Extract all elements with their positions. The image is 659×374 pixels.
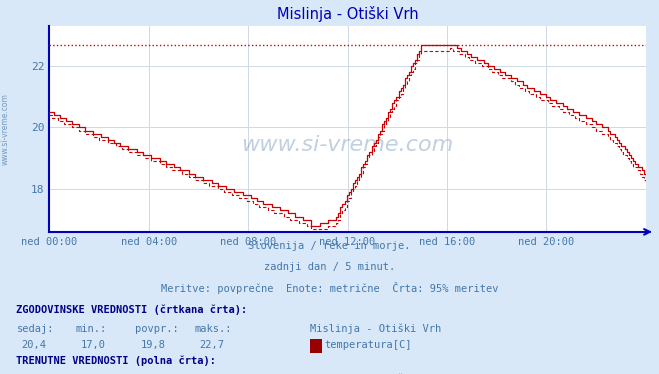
Text: ZGODOVINSKE VREDNOSTI (črtkana črta):: ZGODOVINSKE VREDNOSTI (črtkana črta): bbox=[16, 305, 248, 315]
Text: 17,0: 17,0 bbox=[81, 340, 106, 350]
Text: zadnji dan / 5 minut.: zadnji dan / 5 minut. bbox=[264, 262, 395, 272]
Text: 20,4: 20,4 bbox=[22, 340, 47, 350]
Text: Meritve: povprečne  Enote: metrične  Črta: 95% meritev: Meritve: povprečne Enote: metrične Črta:… bbox=[161, 282, 498, 294]
Text: www.si-vreme.com: www.si-vreme.com bbox=[1, 93, 10, 165]
Text: temperatura[C]: temperatura[C] bbox=[324, 340, 412, 350]
Text: 22,7: 22,7 bbox=[200, 340, 225, 350]
Text: min.:: min.: bbox=[76, 324, 107, 334]
Text: sedaj:: sedaj: bbox=[16, 324, 54, 334]
Text: www.si-vreme.com: www.si-vreme.com bbox=[241, 135, 454, 156]
Title: Mislinja - Otiški Vrh: Mislinja - Otiški Vrh bbox=[277, 6, 418, 22]
Text: TRENUTNE VREDNOSTI (polna črta):: TRENUTNE VREDNOSTI (polna črta): bbox=[16, 355, 216, 366]
Text: povpr.:: povpr.: bbox=[135, 324, 179, 334]
Text: Slovenija / reke in morje.: Slovenija / reke in morje. bbox=[248, 241, 411, 251]
Text: maks.:: maks.: bbox=[194, 324, 232, 334]
Text: Mislinja - Otiški Vrh: Mislinja - Otiški Vrh bbox=[310, 324, 441, 334]
Text: 19,8: 19,8 bbox=[140, 340, 165, 350]
